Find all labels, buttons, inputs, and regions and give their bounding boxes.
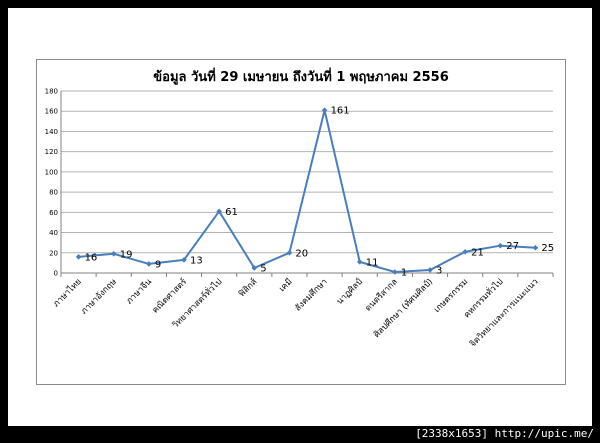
x-tick-label: นาฏศิลป์ [334, 276, 365, 307]
data-point [497, 242, 504, 249]
data-point [427, 267, 433, 273]
y-tick-label: 180 [45, 88, 58, 96]
data-point [356, 259, 363, 265]
data-label: 3 [436, 265, 442, 276]
y-tick-label: 60 [49, 209, 58, 217]
data-label: 20 [295, 248, 308, 259]
data-label: 1 [401, 267, 407, 278]
y-tick-label: 160 [45, 108, 58, 116]
y-tick-label: 0 [54, 270, 58, 278]
data-label: 5 [260, 263, 266, 274]
image-host-caption: [2338x1653] http://upic.me/ [415, 427, 594, 440]
x-tick-label: ดนตรีสากล [363, 276, 400, 313]
data-label: 21 [471, 247, 484, 258]
data-point [181, 257, 187, 263]
y-tick-label: 140 [45, 128, 58, 136]
x-tick-label: จิตวิทยาและการแนะแนว [468, 277, 541, 350]
data-point [75, 254, 82, 260]
x-tick-label: ภาษาอังกฤษ [79, 277, 119, 317]
data-label: 13 [190, 255, 203, 266]
data-label: 16 [85, 252, 98, 263]
data-label: 61 [225, 207, 238, 218]
y-tick-label: 40 [49, 229, 58, 237]
y-tick-label: 20 [49, 249, 58, 257]
line-chart: ข้อมูล วันที่ 29 เมษายน ถึงวันที่ 1 พฤษภ… [45, 67, 555, 350]
data-label: 9 [155, 259, 161, 270]
x-tick-label: ฟิสิกส์ [236, 276, 260, 300]
data-point [392, 269, 398, 275]
data-point [110, 250, 117, 257]
data-label: 161 [331, 106, 350, 117]
x-tick-label: ภาษาไทย [51, 276, 84, 309]
data-label: 27 [506, 241, 519, 252]
series-line [78, 109, 536, 273]
x-tick-label: เคมี [277, 276, 295, 294]
data-label: 19 [120, 249, 133, 260]
y-tick-label: 120 [45, 148, 58, 156]
x-tick-label: ศิลปศึกษา (ทัศนศิลป์) [371, 276, 435, 340]
x-tick-label: เกษตรกรรม [432, 277, 470, 315]
data-point [321, 107, 328, 114]
chart-frame: ข้อมูล วันที่ 29 เมษายน ถึงวันที่ 1 พฤษภ… [36, 59, 566, 385]
data-point [462, 248, 468, 255]
y-tick-label: 80 [49, 189, 58, 197]
data-label: 11 [366, 257, 379, 268]
y-tick-label: 100 [45, 168, 58, 176]
data-label: 25 [541, 243, 554, 254]
chart-title: ข้อมูล วันที่ 29 เมษายน ถึงวันที่ 1 พฤษภ… [153, 67, 449, 85]
x-tick-label: ภาษาจีน [124, 276, 154, 306]
data-point [251, 265, 258, 271]
data-point [532, 244, 539, 251]
x-tick-label: สังคมศึกษา [293, 277, 329, 313]
data-point [146, 261, 152, 267]
data-point [286, 249, 293, 256]
data-point [216, 208, 222, 215]
